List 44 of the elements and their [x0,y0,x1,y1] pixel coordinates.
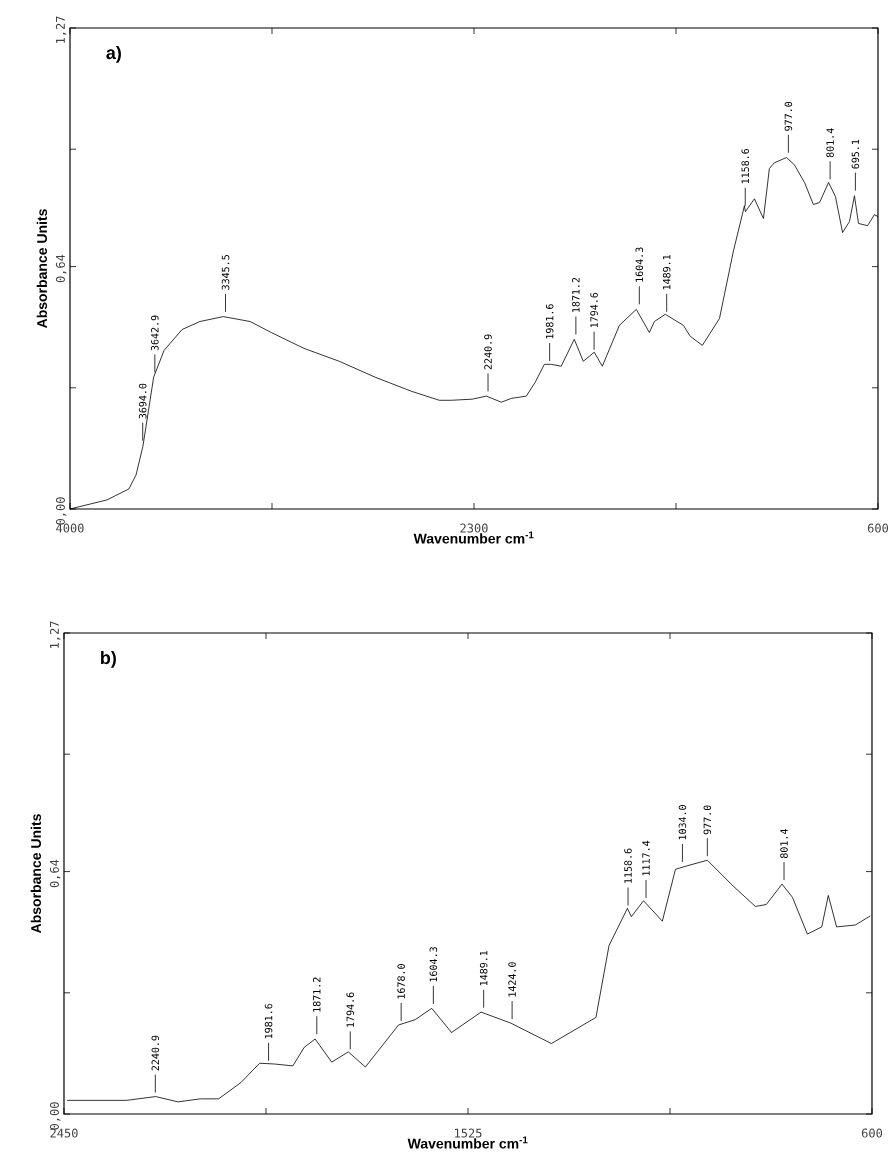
annotation: 1604.3 [429,947,438,982]
x-tick-label: 600 [867,523,889,533]
annotation: 695.1 [851,139,860,169]
annotation: 977.0 [784,101,793,131]
annotation: 1871.2 [312,977,321,1012]
annotation: 1489.1 [479,950,488,986]
annotation: 1794.6 [590,292,598,328]
y-tick-label: 0,00 [49,1102,61,1130]
y-tick-label: 0,64 [55,254,67,283]
x-tick-label: 600 [861,1128,883,1138]
x-tick-label: 1525 [454,1128,482,1138]
annotation: 1117.4 [642,840,650,876]
x-tick-label: 2450 [50,1128,78,1138]
x-axis-title: Wavenumber cm$^{-1}$ [413,531,534,544]
annotation: 1034.0 [678,805,687,840]
annotation: 977.0 [703,805,712,835]
annotation: 801.4 [826,128,834,158]
y-tick-label: 0,64 [49,859,61,888]
y-axis-title: Absorbance Units [30,814,42,934]
annotation: 1158.6 [741,148,750,184]
y-tick-label: 1,27 [49,621,61,648]
y-tick-label: 0,00 [55,497,67,525]
annotation: 1794.6 [346,992,355,1027]
annotation: 1678.0 [397,964,405,999]
annotation: 2240.9 [151,1035,160,1071]
annotation: 3642.9 [151,315,159,351]
text: a) [106,45,121,63]
annotation: 1424.0 [508,962,516,997]
x-axis-title: Wavenumber cm$^{-1}$ [407,1136,528,1149]
annotation: 801.4 [780,829,788,859]
annotation: 1158.6 [624,848,632,883]
annotation: 2240.9 [484,334,492,370]
annotation: 1489.1 [662,254,671,290]
y-axis-title: Absorbance Units [36,209,48,329]
text: b) [101,650,116,668]
annotation: 1981.6 [545,304,554,339]
y-tick-label: 1,27 [55,16,67,43]
annotation: 3694.0 [138,383,147,419]
x-tick-label: 2300 [460,523,488,533]
annotation: 1871.2 [572,277,580,312]
annotation: 1604.3 [635,247,644,282]
annotation: 3345.5 [221,255,230,290]
x-tick-label: 4000 [56,523,84,533]
annotation: 1981.6 [264,1003,273,1039]
